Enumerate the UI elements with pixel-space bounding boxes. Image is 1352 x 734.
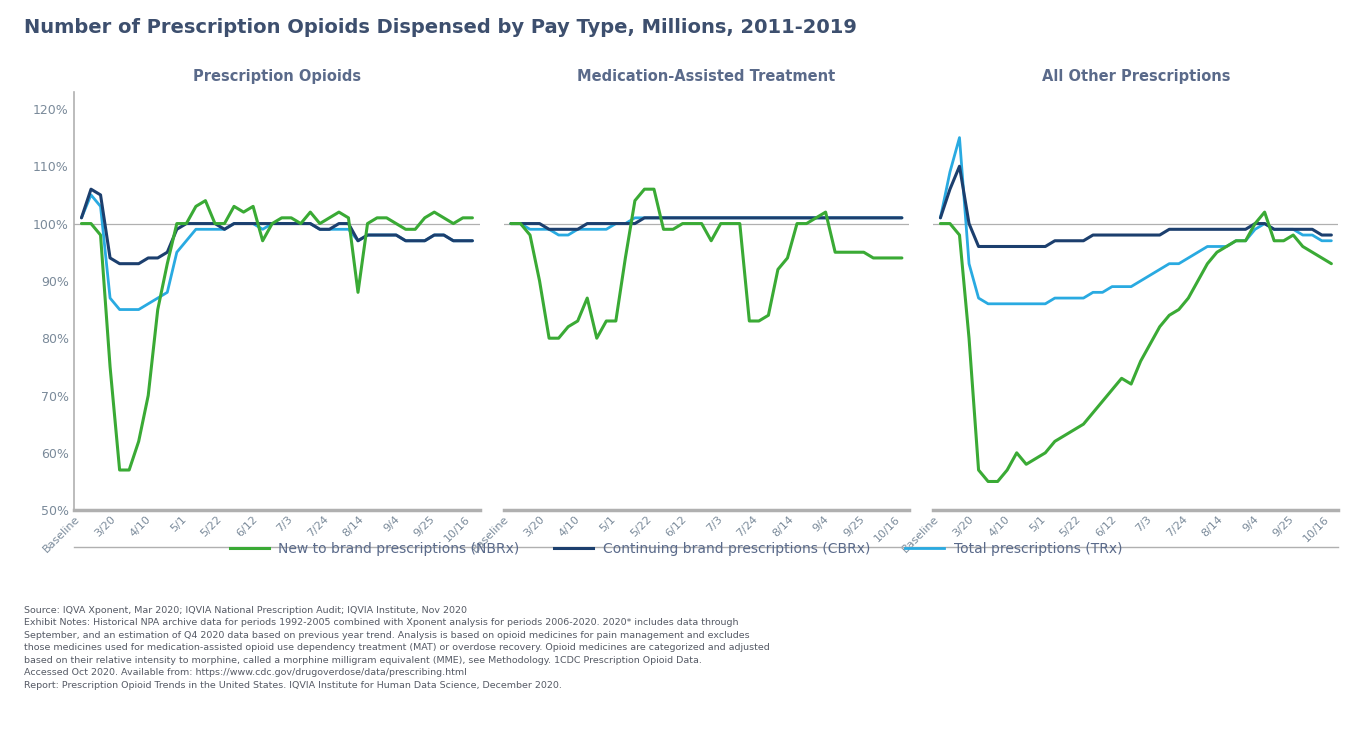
Text: Number of Prescription Opioids Dispensed by Pay Type, Millions, 2011-2019: Number of Prescription Opioids Dispensed…: [24, 18, 857, 37]
Title: Prescription Opioids: Prescription Opioids: [193, 69, 361, 84]
Legend: New to brand prescriptions (NBRx), Continuing brand prescriptions (CBRx), Total : New to brand prescriptions (NBRx), Conti…: [224, 537, 1128, 562]
Title: All Other Prescriptions: All Other Prescriptions: [1041, 69, 1230, 84]
Title: Medication-Assisted Treatment: Medication-Assisted Treatment: [577, 69, 836, 84]
Text: Source: IQVA Xponent, Mar 2020; IQVIA National Prescription Audit; IQVIA Institu: Source: IQVA Xponent, Mar 2020; IQVIA Na…: [24, 606, 771, 689]
